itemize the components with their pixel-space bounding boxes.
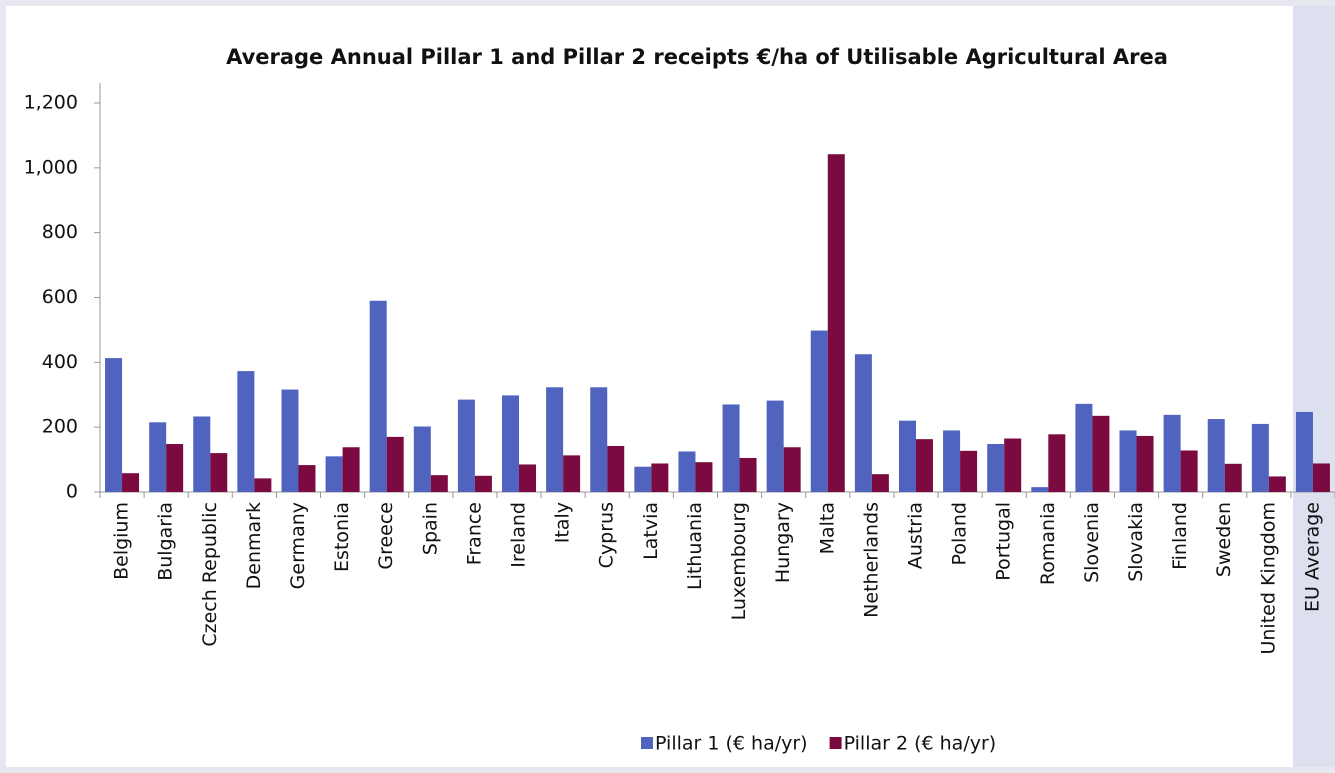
bar: [1031, 487, 1049, 492]
bar: [678, 451, 696, 492]
x-tick-label: Netherlands: [860, 502, 882, 618]
y-tick-label: 800: [42, 221, 78, 243]
y-tick-label: 200: [42, 416, 78, 438]
bar: [325, 456, 343, 492]
bar: [166, 444, 184, 492]
bar: [281, 389, 299, 492]
bar: [960, 450, 978, 492]
y-tick-label: 600: [42, 286, 78, 308]
x-tick-label: France: [463, 502, 485, 565]
bar: [563, 455, 581, 492]
x-tick-label: Luxembourg: [728, 502, 750, 620]
bar: [854, 354, 872, 492]
bar: [1092, 415, 1110, 492]
legend-swatch: [641, 737, 653, 749]
bar: [1207, 419, 1225, 492]
chart-title: Average Annual Pillar 1 and Pillar 2 rec…: [226, 45, 1168, 69]
bar: [827, 154, 845, 493]
x-tick-label: Latvia: [640, 502, 662, 560]
legend-label: Pillar 1 (€ ha/yr): [655, 733, 808, 755]
bar: [193, 416, 211, 492]
bar: [1136, 435, 1154, 492]
bar: [342, 447, 360, 492]
bar: [457, 399, 475, 492]
x-tick-label: Greece: [375, 502, 397, 570]
bar: [607, 445, 625, 492]
bar: [369, 300, 387, 492]
bar: [987, 444, 1005, 492]
bar: [210, 453, 228, 492]
x-tick-label: Austria: [904, 502, 926, 569]
x-tick-label: Estonia: [331, 502, 353, 572]
x-tick-label: Denmark: [243, 502, 265, 589]
x-tick-label: Finland: [1169, 502, 1191, 570]
bar: [783, 447, 801, 492]
bar: [1251, 423, 1269, 492]
bar: [695, 462, 713, 492]
x-tick-label: Czech Republic: [199, 502, 221, 647]
x-tick-label: United Kingdom: [1257, 502, 1279, 655]
bar: [254, 478, 272, 492]
bar: [871, 474, 889, 492]
x-tick-label: Lithuania: [684, 502, 706, 590]
bar: [1163, 414, 1181, 492]
x-tick-label: EU Average: [1301, 502, 1323, 612]
x-tick-label: Belgium: [111, 502, 133, 580]
bar: [943, 430, 961, 492]
x-tick-label: Germany: [287, 502, 309, 589]
bar: [149, 422, 167, 492]
bar: [1119, 430, 1137, 492]
bar: [722, 404, 740, 492]
y-tick-label: 400: [42, 351, 78, 373]
bar: [1295, 411, 1313, 492]
bar: [634, 466, 652, 492]
y-tick-label: 0: [66, 481, 78, 503]
bar: [898, 420, 916, 492]
bar: [237, 371, 255, 492]
bar: [1224, 463, 1242, 492]
highlight-band: [1293, 6, 1335, 767]
bar: [502, 395, 520, 492]
x-tick-label: Portugal: [993, 502, 1015, 581]
bar: [413, 426, 431, 492]
legend-swatch: [829, 737, 842, 749]
bar: [519, 464, 537, 492]
bar: [915, 439, 933, 492]
bar: [1004, 438, 1022, 492]
bar: [1048, 434, 1066, 492]
x-tick-label: Romania: [1037, 502, 1059, 585]
bar: [474, 475, 492, 492]
bar: [1075, 403, 1093, 492]
bar: [546, 387, 564, 492]
bar: [590, 387, 608, 492]
x-tick-label: Slovenia: [1081, 502, 1103, 583]
x-tick-label: Italy: [552, 502, 574, 543]
bar: [298, 465, 316, 492]
x-tick-label: Sweden: [1213, 502, 1235, 577]
background: [6, 6, 1329, 767]
bar: [651, 463, 669, 492]
x-tick-label: Cyprus: [596, 502, 618, 568]
bar: [766, 400, 784, 492]
bar: [1312, 463, 1330, 492]
x-tick-label: Poland: [949, 502, 971, 565]
bar: [105, 358, 123, 492]
bar: [1180, 450, 1198, 492]
bar: [810, 330, 828, 492]
bar: [739, 457, 757, 492]
y-tick-label: 1,200: [24, 92, 78, 114]
x-tick-label: Malta: [816, 502, 838, 554]
bar: [386, 436, 404, 492]
bar: [122, 473, 140, 492]
legend-label: Pillar 2 (€ ha/yr): [844, 733, 997, 755]
x-tick-label: Bulgaria: [155, 502, 177, 581]
x-tick-label: Ireland: [508, 502, 530, 568]
bar: [430, 475, 448, 492]
x-tick-label: Slovakia: [1125, 502, 1147, 582]
bar: [1268, 476, 1286, 492]
x-tick-label: Hungary: [772, 502, 794, 583]
x-tick-label: Spain: [419, 502, 441, 555]
y-tick-label: 1,000: [24, 156, 78, 178]
